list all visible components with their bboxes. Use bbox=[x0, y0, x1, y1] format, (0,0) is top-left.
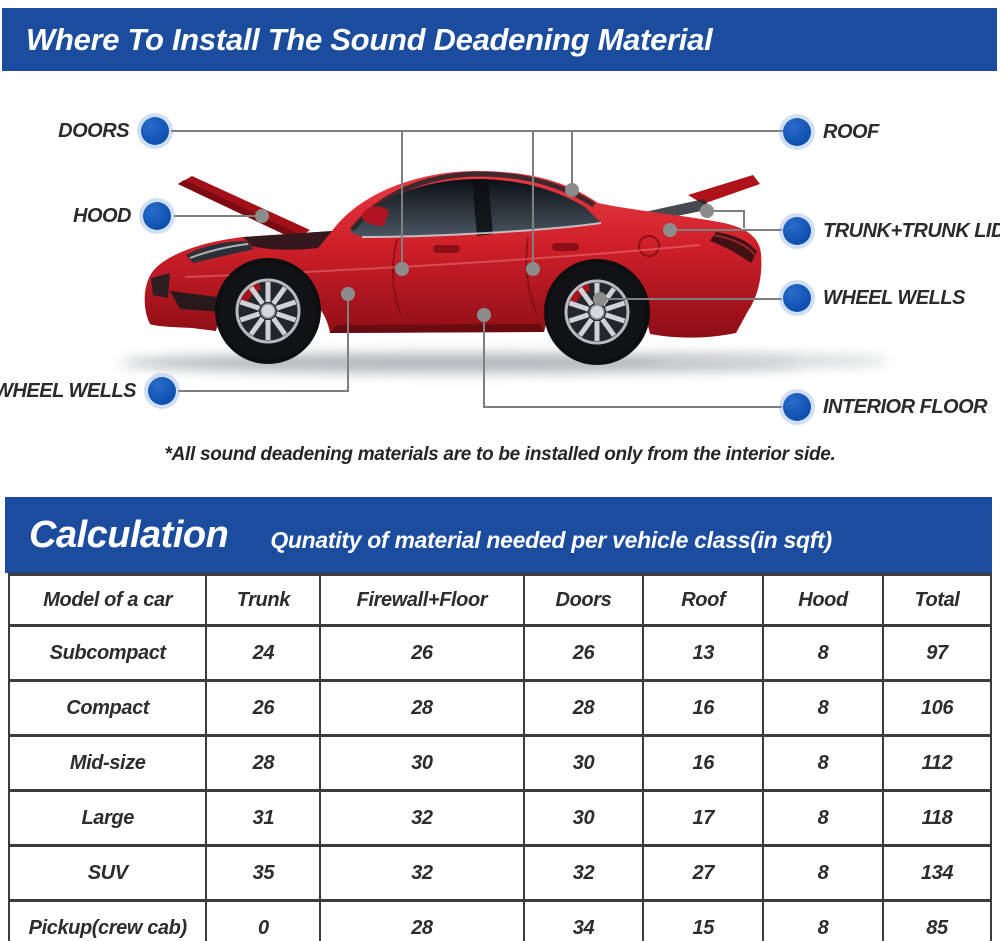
table-cell: 85 bbox=[881, 899, 993, 941]
table-cell: 0 bbox=[205, 899, 322, 941]
row-label: Mid-size bbox=[7, 734, 208, 792]
callout-interior-floor-label: INTERIOR FLOOR bbox=[823, 395, 988, 418]
connection-dots bbox=[255, 183, 714, 322]
table-cell: 106 bbox=[881, 679, 993, 737]
table-cell: 17 bbox=[642, 789, 765, 847]
callout-trunk: TRUNK+TRUNK LID bbox=[783, 217, 1000, 245]
roof-marker-dot bbox=[783, 118, 811, 146]
table-cell: 28 bbox=[319, 899, 525, 941]
table-cell: 31 bbox=[205, 789, 322, 847]
table-cell: 26 bbox=[319, 624, 525, 682]
table-cell: 32 bbox=[522, 844, 645, 902]
callout-trunk-label: TRUNK+TRUNK LID bbox=[823, 219, 1000, 242]
callout-hood-label: HOOD bbox=[73, 204, 132, 227]
table-cell: 35 bbox=[205, 844, 322, 902]
table-cell: 112 bbox=[881, 734, 993, 792]
callout-roof: ROOF bbox=[783, 118, 879, 146]
calculation-subtitle: Qunatity of material needed per vehicle … bbox=[270, 526, 832, 553]
callout-wheel-wells-right-label: WHEEL WELLS bbox=[823, 286, 965, 309]
table-cell: 30 bbox=[319, 734, 525, 792]
callout-hood: HOOD bbox=[73, 202, 171, 230]
table-cell: 16 bbox=[642, 679, 765, 737]
table-cell: 26 bbox=[205, 679, 322, 737]
table-cell: 8 bbox=[762, 679, 884, 737]
callout-doors: DOORS bbox=[58, 117, 169, 145]
table-cell: 8 bbox=[762, 789, 884, 847]
table-cell: 97 bbox=[881, 624, 993, 682]
callout-interior-floor: INTERIOR FLOOR bbox=[783, 393, 988, 421]
table-cell: 8 bbox=[762, 899, 884, 941]
row-label: SUV bbox=[7, 844, 208, 902]
table-row: Subcompact 24 26 26 13 8 97 bbox=[7, 624, 993, 682]
hood-marker-dot bbox=[143, 202, 171, 230]
table-cell: 27 bbox=[642, 844, 765, 902]
table-cell: 16 bbox=[642, 734, 765, 792]
callout-wheel-wells-left: WHEEL WELLS bbox=[0, 377, 176, 405]
table-header-row: Model of a car Trunk Firewall+Floor Door… bbox=[7, 573, 993, 627]
leader-lines bbox=[171, 130, 783, 408]
table-cell: 28 bbox=[522, 679, 645, 737]
callout-roof-label: ROOF bbox=[823, 120, 879, 143]
col-header-trunk: Trunk bbox=[205, 573, 322, 627]
wheel-wells-left-marker-dot bbox=[148, 377, 176, 405]
interior-floor-marker-dot bbox=[783, 393, 811, 421]
row-label: Pickup(crew cab) bbox=[7, 899, 208, 941]
table-row: Large 31 32 30 17 8 118 bbox=[7, 789, 993, 847]
callout-doors-label: DOORS bbox=[58, 119, 129, 142]
table-cell: 34 bbox=[522, 899, 645, 941]
row-label: Large bbox=[7, 789, 208, 847]
doors-marker-dot bbox=[141, 117, 169, 145]
col-header-hood: Hood bbox=[762, 573, 884, 627]
wheel-wells-right-marker-dot bbox=[783, 284, 811, 312]
col-header-model: Model of a car bbox=[7, 573, 208, 627]
calculation-title: Calculation bbox=[29, 513, 229, 556]
car-illustration bbox=[120, 130, 890, 408]
material-table: Model of a car Trunk Firewall+Floor Door… bbox=[7, 573, 993, 941]
table-cell: 118 bbox=[881, 789, 993, 847]
table-cell: 134 bbox=[881, 844, 993, 902]
table-cell: 24 bbox=[205, 624, 322, 682]
table-cell: 26 bbox=[522, 624, 645, 682]
table-row: Pickup(crew cab) 0 28 34 15 8 85 bbox=[7, 899, 993, 941]
row-label: Compact bbox=[7, 679, 208, 737]
table-cell: 13 bbox=[642, 624, 765, 682]
col-header-firewall-floor: Firewall+Floor bbox=[319, 573, 525, 627]
table-row: Mid-size 28 30 30 16 8 112 bbox=[7, 734, 993, 792]
table-cell: 30 bbox=[522, 734, 645, 792]
table-cell: 30 bbox=[522, 789, 645, 847]
table-row: Compact 26 28 28 16 8 106 bbox=[7, 679, 993, 737]
table-cell: 32 bbox=[319, 844, 525, 902]
callout-wheel-wells-right: WHEEL WELLS bbox=[783, 284, 965, 312]
car-diagram: DOORS HOOD WHEEL WELLS ROOF TRUNK+TRUNK … bbox=[0, 72, 1000, 497]
page-title: Where To Install The Sound Deadening Mat… bbox=[26, 22, 713, 57]
callout-wheel-wells-left-label: WHEEL WELLS bbox=[0, 379, 136, 402]
table-cell: 15 bbox=[642, 899, 765, 941]
calculation-banner: Calculation Qunatity of material needed … bbox=[5, 497, 992, 573]
table-cell: 8 bbox=[762, 624, 884, 682]
header-banner: Where To Install The Sound Deadening Mat… bbox=[2, 8, 997, 71]
footnote: *All sound deadening materials are to be… bbox=[164, 444, 836, 465]
trunk-marker-dot bbox=[783, 217, 811, 245]
table-cell: 28 bbox=[205, 734, 322, 792]
table-cell: 8 bbox=[762, 734, 884, 792]
table-cell: 32 bbox=[319, 789, 525, 847]
col-header-roof: Roof bbox=[642, 573, 765, 627]
row-label: Subcompact bbox=[7, 624, 208, 682]
col-header-total: Total bbox=[881, 573, 993, 627]
table-cell: 8 bbox=[762, 844, 884, 902]
table-cell: 28 bbox=[319, 679, 525, 737]
col-header-doors: Doors bbox=[522, 573, 645, 627]
table-row: SUV 35 32 32 27 8 134 bbox=[7, 844, 993, 902]
